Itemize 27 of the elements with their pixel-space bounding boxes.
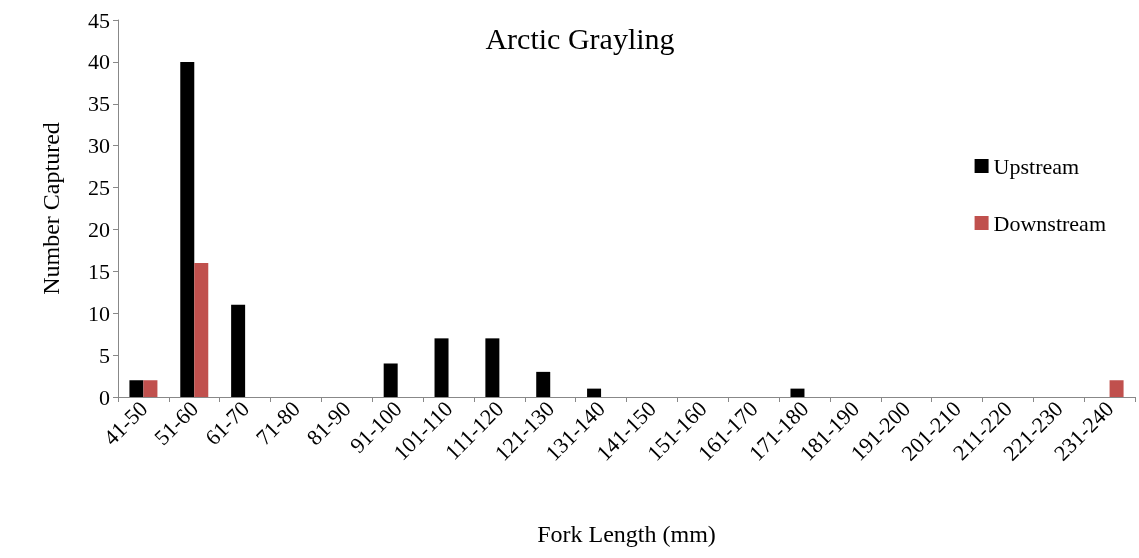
y-tick-label: 35 — [88, 91, 110, 117]
y-axis-title: Number Captured — [38, 122, 64, 295]
bar — [231, 304, 246, 397]
y-tick-label: 40 — [88, 49, 110, 75]
y-tick-label: 45 — [88, 7, 110, 33]
bar — [536, 371, 551, 397]
bar — [790, 388, 805, 397]
chart-title: Arctic Grayling — [485, 21, 675, 55]
bar — [1109, 380, 1124, 397]
bar — [194, 262, 209, 397]
y-tick-label: 10 — [88, 300, 110, 326]
bar — [485, 338, 500, 397]
bar — [180, 61, 195, 397]
x-axis-title: Fork Length (mm) — [537, 521, 716, 547]
bar — [587, 388, 602, 397]
y-tick-label: 20 — [88, 216, 110, 242]
bar — [129, 380, 144, 397]
legend-label: Upstream — [993, 153, 1080, 179]
y-tick-label: 30 — [88, 133, 110, 159]
bar — [383, 363, 398, 397]
bar — [143, 380, 158, 397]
bar — [434, 338, 449, 397]
legend-label: Downstream — [993, 210, 1106, 236]
y-tick-label: 0 — [99, 384, 110, 410]
y-tick-label: 15 — [88, 258, 110, 284]
y-tick-label: 5 — [99, 342, 110, 368]
y-tick-label: 25 — [88, 175, 110, 201]
